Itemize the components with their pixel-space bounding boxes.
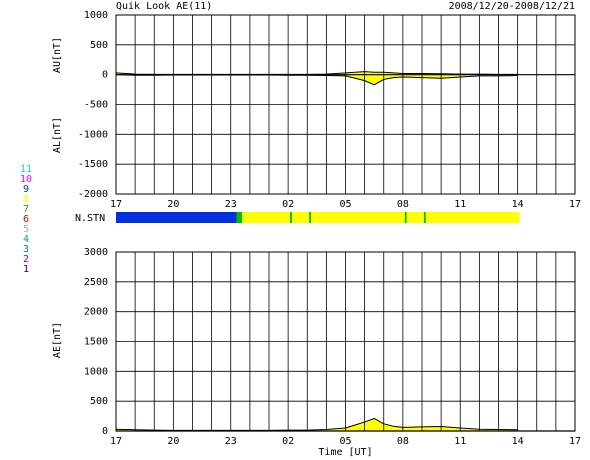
- legend-label: 3: [23, 244, 29, 255]
- y-tick-label: 500: [90, 40, 108, 51]
- station-segment: [236, 212, 243, 223]
- area-fill: [116, 418, 518, 431]
- x-tick-label: 23: [225, 436, 237, 447]
- station-segment: [423, 212, 426, 223]
- y-tick-label: 0: [102, 426, 108, 437]
- x-tick-label: 14: [512, 199, 524, 210]
- station-segment: [406, 212, 424, 223]
- x-tick-label: 17: [110, 436, 122, 447]
- x-axis-label: Time [UT]: [318, 447, 372, 458]
- x-tick-label: 20: [167, 436, 179, 447]
- legend-label: 2: [23, 254, 29, 265]
- plot-frame: [115, 14, 576, 195]
- legend-label: 11: [20, 164, 32, 175]
- y-tick-label: 1500: [84, 337, 108, 348]
- y-axis-label: AU[nT]: [52, 37, 63, 73]
- plot-frame: [115, 251, 576, 432]
- legend-label: 10: [20, 174, 32, 185]
- x-tick-label: 23: [225, 199, 237, 210]
- y-tick-label: 0: [102, 70, 108, 81]
- station-segment: [425, 212, 520, 223]
- station-segment: [291, 212, 310, 223]
- x-tick-label: 08: [397, 199, 409, 210]
- y-tick-label: 1000: [84, 366, 108, 377]
- legend-label: 4: [23, 234, 29, 245]
- data-line: [115, 74, 518, 86]
- x-tick-label: 14: [512, 436, 524, 447]
- y-tick-label: 1000: [84, 10, 108, 21]
- x-tick-label: 20: [167, 199, 179, 210]
- station-segment: [309, 212, 312, 223]
- x-tick-label: 08: [397, 436, 409, 447]
- station-segment: [404, 212, 407, 223]
- y-tick-label: 2000: [84, 307, 108, 318]
- station-segment: [290, 212, 292, 223]
- x-tick-label: 17: [110, 199, 122, 210]
- station-segment: [242, 212, 291, 223]
- station-segment: [311, 212, 405, 223]
- legend-label: 5: [23, 224, 29, 235]
- legend-label: 6: [23, 214, 29, 225]
- y-tick-label: -500: [84, 100, 108, 111]
- y-axis-label: AL[nT]: [52, 117, 63, 153]
- y-tick-label: 2500: [84, 277, 108, 288]
- x-tick-label: 11: [454, 436, 466, 447]
- data-line: [115, 417, 518, 431]
- data-line: [115, 71, 518, 75]
- x-tick-label: 11: [454, 199, 466, 210]
- y-tick-label: 500: [90, 396, 108, 407]
- date-range: 2008/12/20-2008/12/21: [449, 1, 575, 12]
- chart-title: Quik Look AE(11): [116, 1, 212, 12]
- y-axis-label: AE[nT]: [52, 322, 63, 358]
- y-tick-label: 3000: [84, 247, 108, 258]
- x-tick-label: 17: [569, 436, 581, 447]
- x-tick-label: 02: [282, 436, 294, 447]
- y-tick-label: -1500: [78, 159, 108, 170]
- x-tick-label: 05: [339, 199, 351, 210]
- x-tick-label: 02: [282, 199, 294, 210]
- station-label: N.STN: [75, 213, 105, 224]
- station-segment: [116, 212, 237, 223]
- legend-label: 7: [23, 204, 29, 215]
- legend-label: 8: [23, 194, 29, 205]
- y-tick-label: -1000: [78, 129, 108, 140]
- legend-label: 9: [23, 184, 29, 195]
- y-tick-label: -2000: [78, 189, 108, 200]
- area-fill: [116, 74, 518, 85]
- x-tick-label: 05: [339, 436, 351, 447]
- legend-label: 1: [23, 264, 29, 275]
- x-tick-label: 17: [569, 199, 581, 210]
